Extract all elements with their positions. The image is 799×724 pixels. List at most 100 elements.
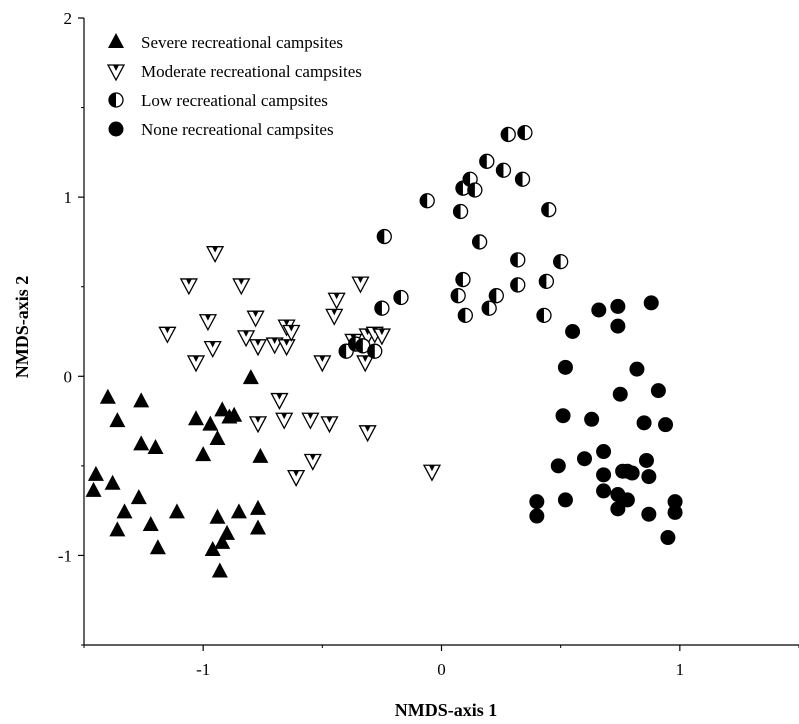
moderate-campsite-point [205, 246, 225, 264]
low-campsite-point [457, 307, 473, 324]
moderate-campsite-point [313, 355, 332, 373]
moderate-campsite-point [270, 392, 289, 410]
low-campsite-point [538, 273, 555, 289]
moderate-campsite-point [158, 326, 177, 344]
moderate-campsite-point [246, 310, 265, 328]
severe-campsite-point [130, 489, 147, 505]
none-campsite-point [650, 383, 666, 399]
legend-marker-low-campsite [108, 92, 124, 108]
none-campsite-point [629, 361, 645, 377]
low-campsite-point [452, 203, 469, 220]
low-campsite-point [500, 126, 516, 143]
severe-campsite-point [219, 524, 235, 540]
x-axis-title: NMDS-axis 1 [395, 700, 498, 720]
low-campsite-point [376, 228, 392, 245]
moderate-campsite-point [372, 328, 391, 346]
y-axis-title: NMDS-axis 2 [12, 276, 32, 379]
severe-campsite-point [249, 499, 266, 515]
moderate-campsite-point [186, 355, 206, 373]
none-campsite-point [643, 295, 659, 311]
legend-marker-none-campsite [108, 121, 124, 137]
none-campsite-point [596, 483, 612, 499]
low-campsite-point [517, 125, 533, 141]
data-points [85, 125, 683, 578]
severe-campsite-point [204, 541, 221, 557]
y-tick-label: 2 [64, 9, 73, 28]
none-campsite-point [638, 452, 654, 468]
moderate-campsite-point [351, 276, 370, 294]
none-campsite-point [529, 508, 545, 524]
none-campsite-point [610, 298, 626, 314]
severe-campsite-point [109, 412, 126, 428]
moderate-campsite-point [275, 412, 294, 430]
none-campsite-point [624, 465, 640, 481]
low-campsite-point [514, 171, 531, 187]
severe-campsite-point [104, 474, 121, 490]
severe-campsite-point [242, 369, 259, 385]
y-axis-ticks: -1 0 1 2 [58, 9, 84, 646]
severe-campsite-point [99, 388, 116, 404]
severe-campsite-point [211, 562, 228, 578]
none-campsite-point [610, 501, 626, 517]
legend-marker-severe-campsite [108, 33, 124, 48]
none-campsite-point [667, 504, 683, 520]
low-campsite-point [467, 182, 483, 198]
moderate-campsite-point [203, 340, 222, 359]
moderate-campsite-point [277, 339, 296, 357]
low-campsite-point [450, 288, 466, 304]
severe-campsite-point [109, 521, 126, 537]
none-campsite-point [529, 494, 545, 510]
low-campsite-point [541, 202, 557, 218]
plot-area [83, 18, 799, 646]
none-campsite-point [610, 318, 626, 334]
none-campsite-point [584, 411, 600, 427]
severe-campsite-point [214, 533, 231, 549]
low-campsite-point [488, 288, 504, 304]
severe-campsite-point [168, 503, 185, 519]
severe-campsite-point [195, 446, 212, 462]
moderate-campsite-point [301, 412, 320, 430]
low-campsite-point [553, 253, 569, 270]
severe-campsite-point [149, 539, 166, 555]
none-campsite-point [667, 494, 683, 510]
moderate-campsite-point [327, 292, 346, 310]
none-campsite-point [557, 492, 573, 508]
moderate-campsite-point [287, 469, 306, 487]
none-campsite-point [591, 302, 607, 318]
y-tick-label: 1 [64, 188, 73, 207]
moderate-campsite-point [303, 453, 322, 471]
severe-campsite-point [147, 438, 164, 454]
none-campsite-point [550, 458, 566, 474]
moderate-campsite-point [248, 416, 268, 434]
severe-campsite-point [209, 508, 226, 524]
legend-label: Moderate recreational campsites [141, 62, 362, 81]
none-campsite-point [612, 386, 628, 402]
none-campsite-point [557, 359, 573, 375]
low-campsite-point [393, 289, 409, 306]
low-campsite-point [536, 307, 552, 324]
none-campsite-point [658, 417, 674, 433]
none-campsite-point [577, 451, 592, 467]
severe-campsite-point [249, 519, 266, 535]
low-campsite-point [479, 153, 495, 169]
low-campsite-point [374, 300, 390, 316]
low-campsite-point [419, 193, 435, 209]
severe-campsite-point [188, 410, 205, 426]
legend: Severe recreational campsites Moderate re… [106, 33, 362, 139]
x-tick-label: -1 [196, 660, 210, 679]
y-tick-label: -1 [58, 546, 72, 565]
low-campsite-point [367, 343, 383, 359]
moderate-campsite-point [236, 330, 256, 348]
x-tick-label: 0 [437, 660, 446, 679]
moderate-campsite-point [358, 425, 377, 443]
none-campsite-point [641, 469, 657, 485]
severe-campsite-point [87, 465, 104, 481]
severe-campsite-point [252, 447, 269, 463]
none-campsite-point [619, 492, 635, 508]
moderate-campsite-point [282, 324, 301, 342]
none-campsite-point [641, 506, 657, 522]
low-campsite-point [495, 162, 512, 178]
legend-label: None recreational campsites [141, 120, 334, 139]
severe-campsite-point [214, 401, 231, 417]
severe-campsite-point [116, 503, 133, 519]
